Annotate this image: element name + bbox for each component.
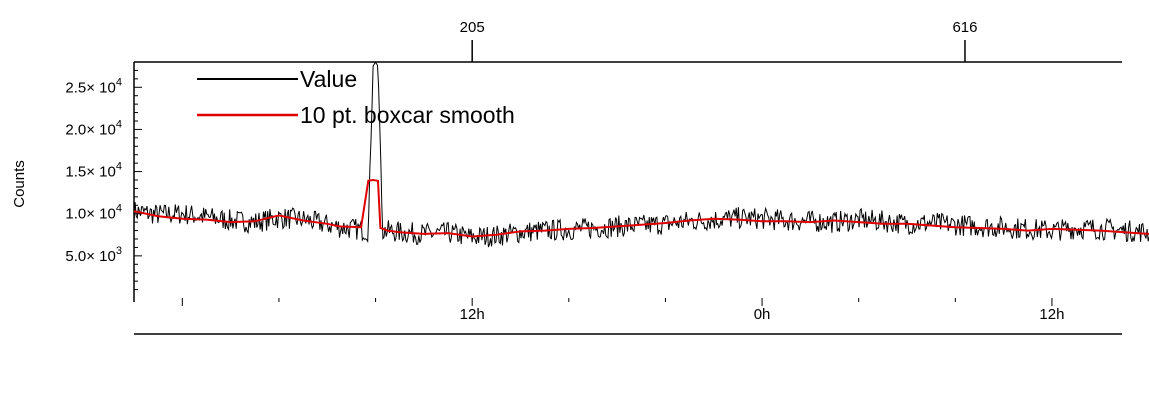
- bottom-x-tick-label: 0h: [754, 306, 771, 323]
- y-axis: 5.0× 103 1.0× 104 1.5× 104 2.0× 104 2.5× 104: [65, 69, 142, 291]
- series-boxcar-smooth-line: [133, 178, 1149, 238]
- legend: Value 10 pt. boxcar smooth: [197, 66, 515, 128]
- y-tick-label: 2.5× 104: [65, 76, 122, 96]
- y-axis-label: Counts: [11, 160, 28, 208]
- y-tick-label: 1.5× 104: [65, 161, 122, 181]
- top-x-tick-label: 616: [952, 19, 977, 36]
- series-value-line: [133, 61, 1149, 248]
- y-tick-label: 5.0× 103: [65, 245, 122, 265]
- top-x-tick-label: 205: [460, 19, 485, 36]
- plot-frame: [133, 61, 1122, 302]
- bottom-x-tick-label: 12h: [460, 306, 485, 323]
- y-tick-label: 1.0× 104: [65, 203, 122, 223]
- bottom-x-axis: 12h0h12h0h: [181, 298, 1064, 323]
- legend-label: 10 pt. boxcar smooth: [300, 102, 515, 128]
- bottom-x-tick-label: 12h: [1039, 306, 1064, 323]
- date-x-axis: 11 Aug: [134, 333, 1122, 335]
- legend-label: Value: [300, 66, 357, 92]
- series-layer: [133, 61, 1149, 248]
- top-x-axis: 205616839: [460, 19, 977, 62]
- y-tick-label: 2.0× 104: [65, 118, 122, 138]
